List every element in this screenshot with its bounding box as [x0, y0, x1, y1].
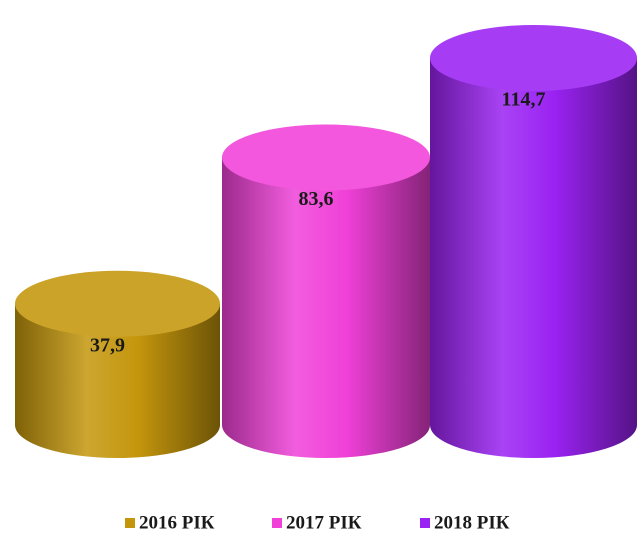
legend-swatch: [420, 518, 430, 528]
legend-label: 2016 РІК: [139, 512, 215, 533]
cylinder-top: [222, 124, 430, 191]
cylinder-body: [222, 157, 430, 459]
cylinder-top: [430, 24, 637, 91]
legend-swatch: [125, 518, 135, 528]
legend-label: 2017 РІК: [286, 512, 362, 533]
data-label: 114,7: [502, 89, 546, 111]
data-label: 37,9: [90, 334, 125, 356]
cylinder-body: [15, 303, 220, 458]
cylinder-top: [15, 270, 220, 337]
cylinder-body: [430, 57, 637, 459]
legend-swatch: [272, 518, 282, 528]
legend-label: 2018 РІК: [434, 512, 510, 533]
data-label: 83,6: [299, 188, 334, 210]
